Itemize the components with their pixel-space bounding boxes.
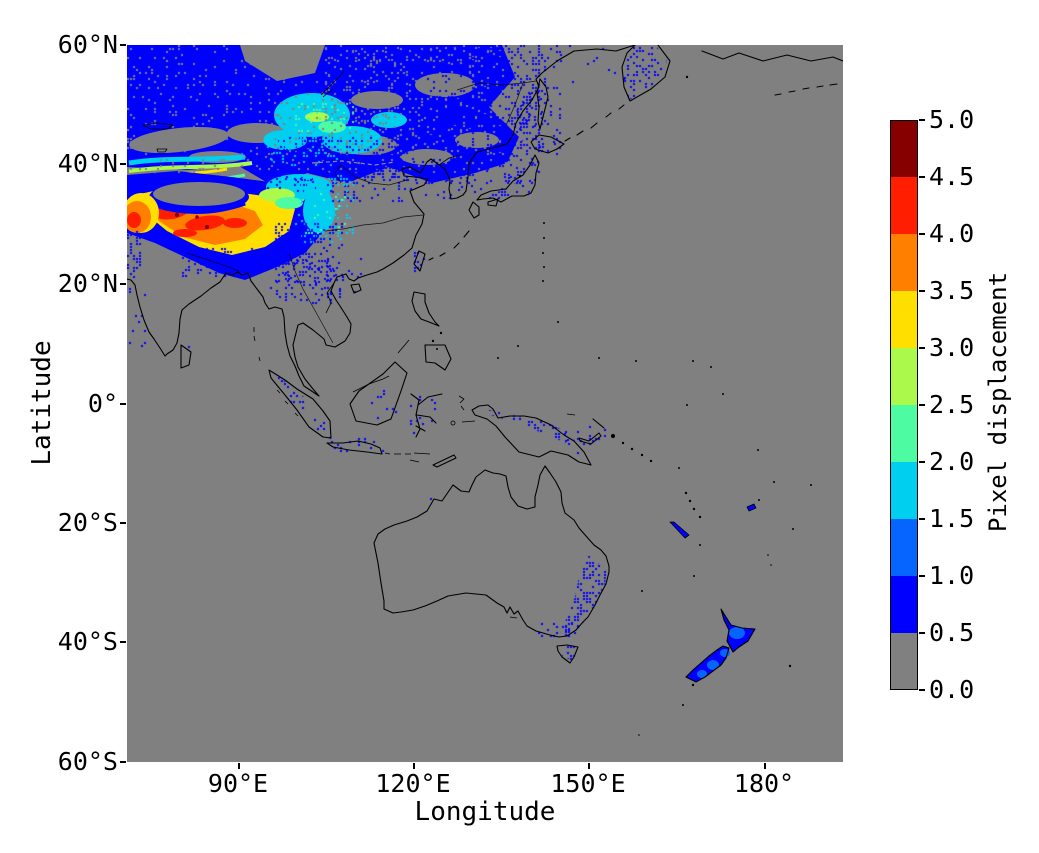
colorbar-tick-mark xyxy=(919,404,925,406)
colorbar-segment xyxy=(890,576,918,633)
y-tick-mark xyxy=(120,761,126,763)
y-tick-mark xyxy=(120,44,126,46)
x-tick-label-120e: 120°E xyxy=(375,769,451,798)
colorbar-segment xyxy=(890,462,918,519)
colorbar-tick-label-5.0: 5.0 xyxy=(929,105,975,134)
colorbar-tick-label-2.0: 2.0 xyxy=(929,447,975,476)
x-tick-mark xyxy=(238,763,240,769)
y-tick-label-60n: 60°N xyxy=(57,30,118,59)
colorbar-tick-label-1.5: 1.5 xyxy=(929,504,975,533)
colorbar-tick-mark xyxy=(919,347,925,349)
colorbar-tick-label-4.0: 4.0 xyxy=(929,219,975,248)
colorbar xyxy=(890,120,918,690)
y-tick-mark xyxy=(120,641,126,643)
x-tick-mark xyxy=(413,763,415,769)
y-tick-label-20n: 20°N xyxy=(57,269,118,298)
y-tick-mark xyxy=(120,163,126,165)
colorbar-tick-mark xyxy=(919,575,925,577)
colorbar-segment xyxy=(890,348,918,405)
colorbar-tick-label-3.0: 3.0 xyxy=(929,333,975,362)
colorbar-label: Pixel displacement xyxy=(984,271,1012,533)
colorbar-tick-mark xyxy=(919,461,925,463)
colorbar-tick-mark xyxy=(919,119,925,121)
colorbar-segment xyxy=(890,120,918,177)
y-tick-mark xyxy=(120,403,126,405)
colorbar-tick-mark xyxy=(919,290,925,292)
colorbar-segment xyxy=(890,291,918,348)
colorbar-tick-label-1.0: 1.0 xyxy=(929,561,975,590)
x-tick-label-150e: 150°E xyxy=(550,769,626,798)
y-tick-label-60s: 60°S xyxy=(57,747,118,776)
x-axis-label: Longitude xyxy=(414,797,556,827)
x-tick-mark xyxy=(588,763,590,769)
y-tick-label-40s: 40°S xyxy=(57,627,118,656)
y-axis-label: Latitude xyxy=(27,340,57,466)
colorbar-segment xyxy=(890,633,918,690)
y-tick-mark xyxy=(120,522,126,524)
x-tick-label-180: 180° xyxy=(733,769,795,798)
colorbar-tick-label-0.0: 0.0 xyxy=(929,675,975,704)
colorbar-tick-label-0.5: 0.5 xyxy=(929,618,975,647)
colorbar-tick-mark xyxy=(919,176,925,178)
colorbar-tick-mark xyxy=(919,632,925,634)
y-tick-label-20s: 20°S xyxy=(57,508,118,537)
colorbar-tick-label-2.5: 2.5 xyxy=(929,390,975,419)
x-tick-mark xyxy=(764,763,766,769)
x-tick-label-90e: 90°E xyxy=(207,769,269,798)
colorbar-tick-mark xyxy=(919,518,925,520)
colorbar-tick-mark xyxy=(919,689,925,691)
colorbar-tick-mark xyxy=(919,233,925,235)
y-tick-label-0: 0° xyxy=(87,389,118,418)
colorbar-segment xyxy=(890,519,918,576)
colorbar-segment xyxy=(890,177,918,234)
coastlines-layer xyxy=(127,45,843,736)
colorbar-segment xyxy=(890,234,918,291)
y-tick-label-40n: 40°N xyxy=(57,149,118,178)
displacement-speckle-layer xyxy=(127,45,843,762)
y-tick-mark xyxy=(120,283,126,285)
colorbar-segment xyxy=(890,405,918,462)
colorbar-tick-label-3.5: 3.5 xyxy=(929,276,975,305)
map-plot-area xyxy=(127,45,843,762)
colorbar-tick-label-4.5: 4.5 xyxy=(929,162,975,191)
